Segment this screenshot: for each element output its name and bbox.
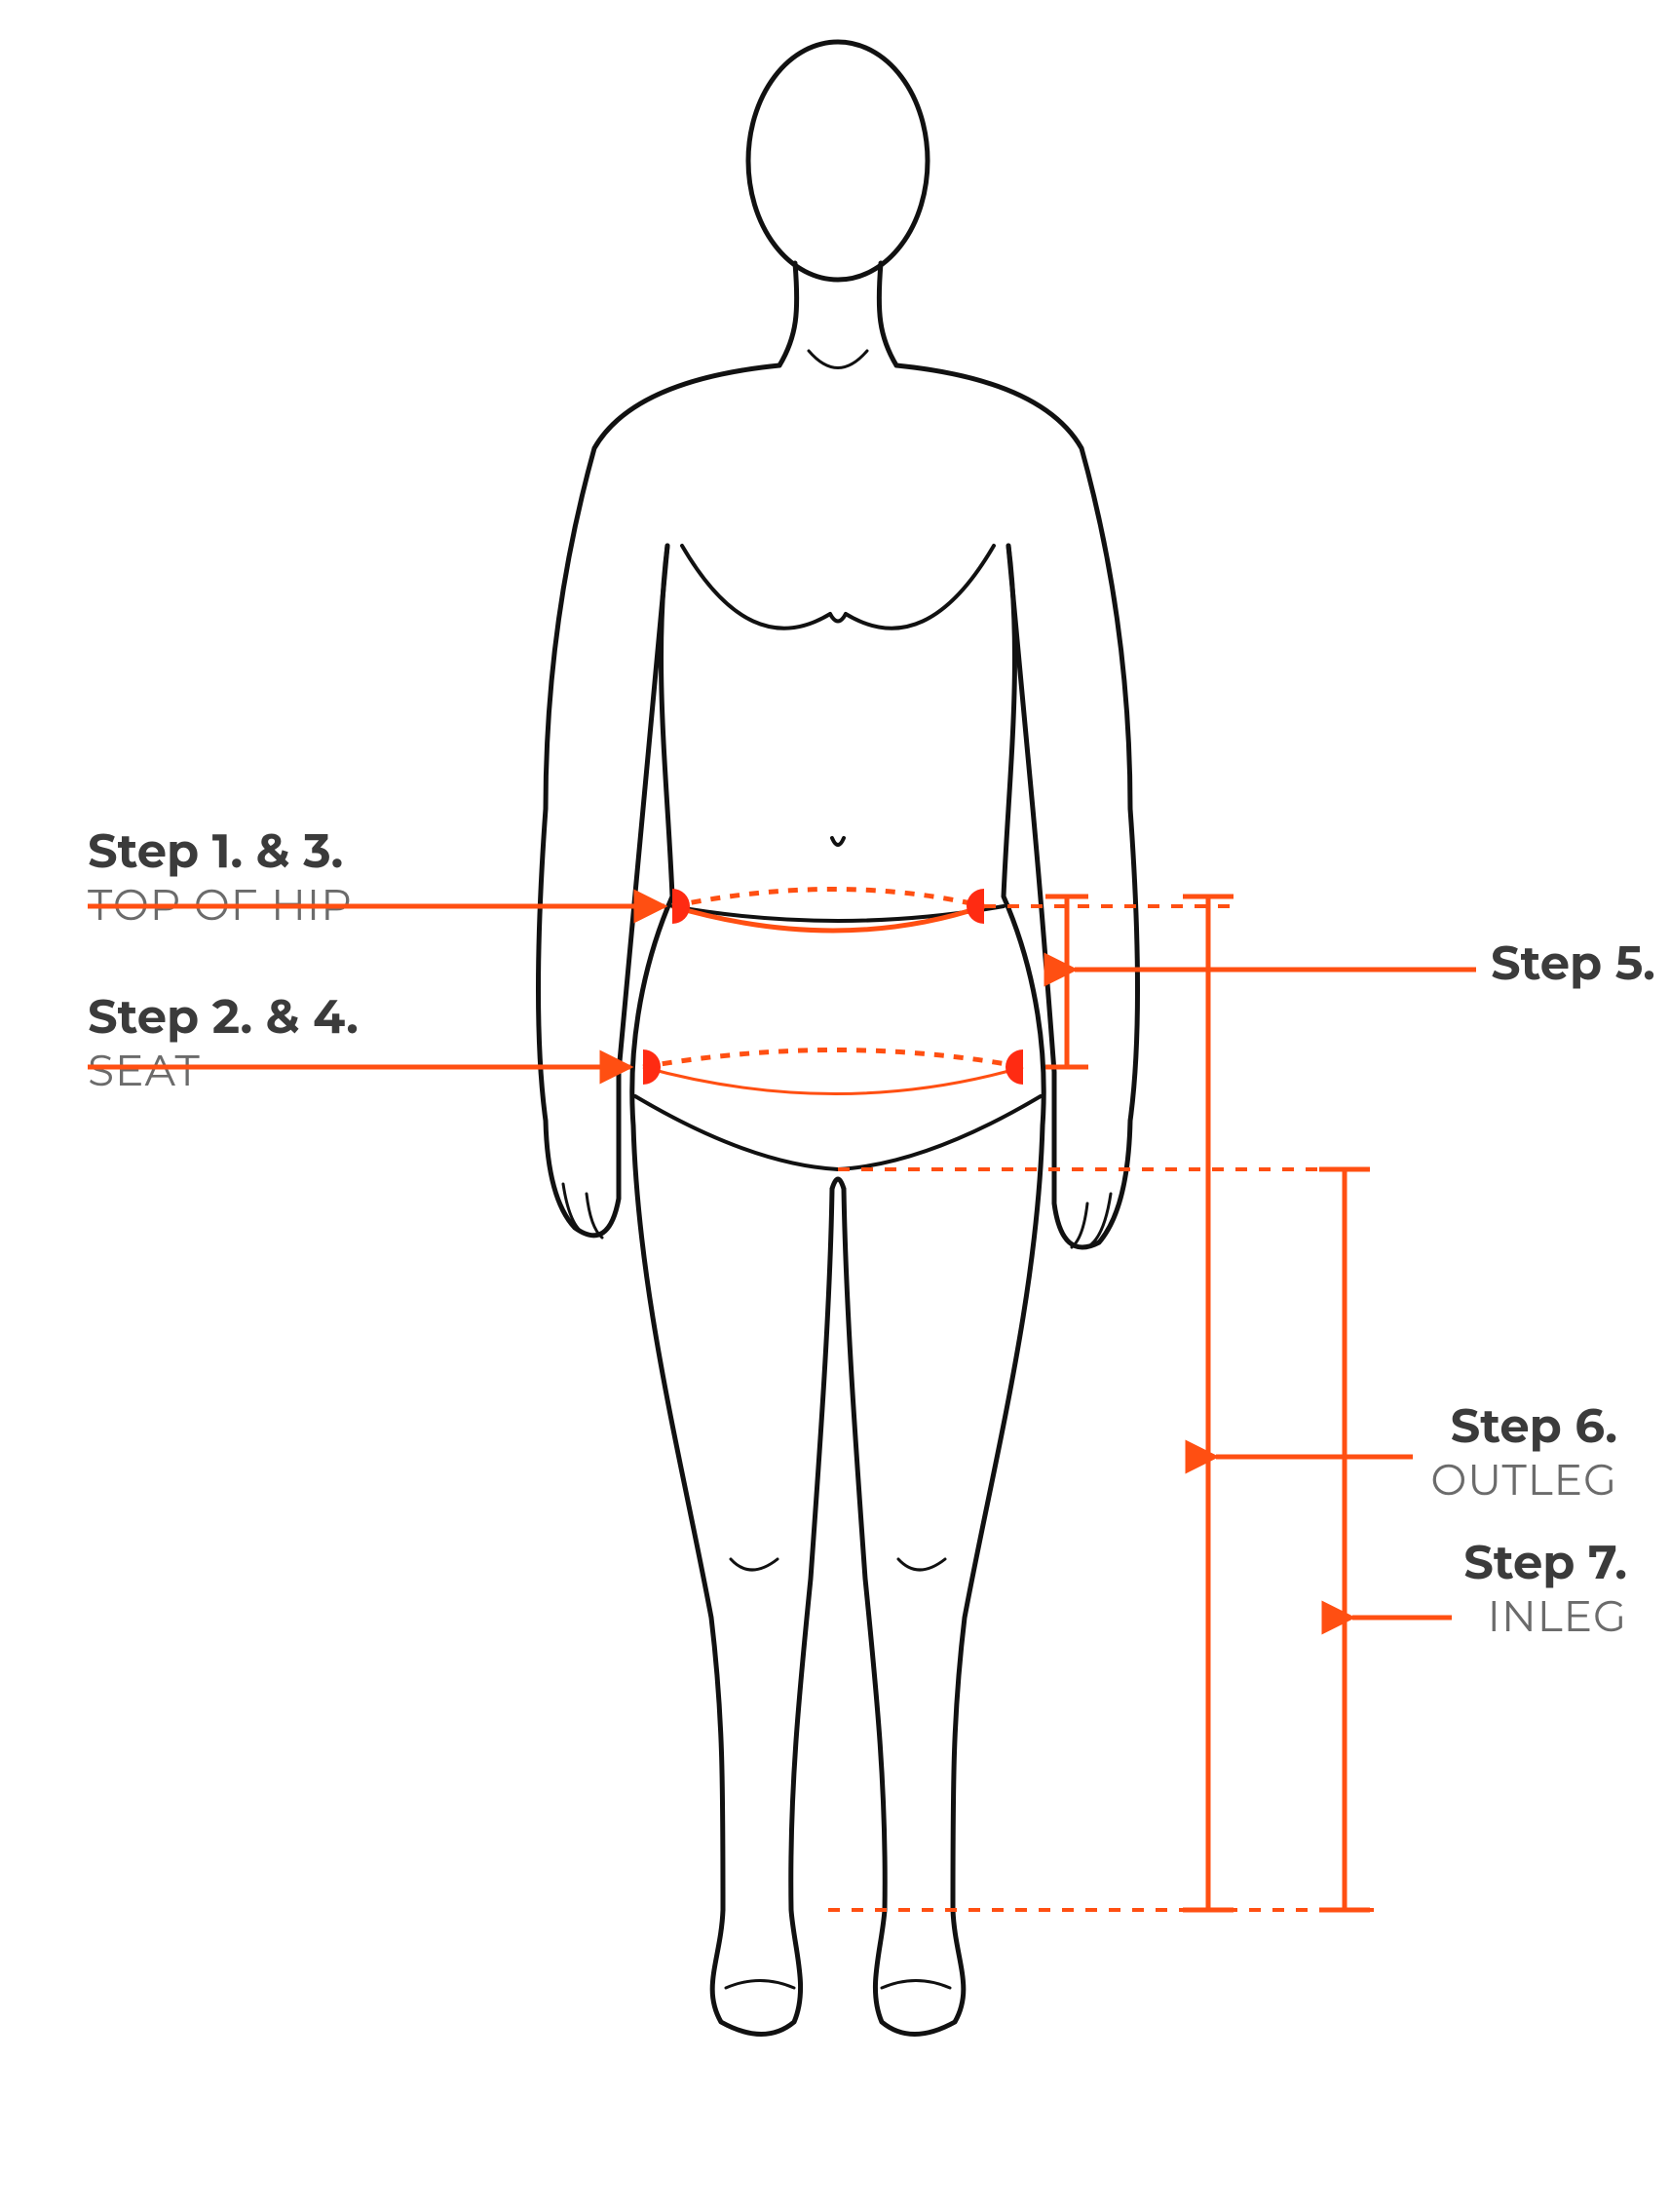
- seat-back-line: [643, 1050, 1023, 1068]
- waist-back-line: [672, 890, 984, 907]
- body-outline: [539, 42, 1138, 2035]
- step6-title: Step 6.: [1451, 1398, 1617, 1455]
- step7-title: Step 7.: [1463, 1535, 1627, 1591]
- step1_3-title: Step 1. & 3.: [88, 823, 343, 880]
- measure-marker-icon: [672, 889, 690, 924]
- step7-sub: INLEG: [1488, 1590, 1627, 1643]
- seat-front-line: [643, 1067, 1023, 1094]
- measure-marker-icon: [1006, 1049, 1023, 1085]
- measure-marker-icon: [643, 1049, 661, 1085]
- measure-marker-icon: [967, 889, 984, 924]
- step2_4-title: Step 2. & 4.: [88, 989, 359, 1046]
- waist-front-line: [672, 906, 984, 931]
- step6-sub: OUTLEG: [1430, 1454, 1617, 1506]
- measurement-labels: Step 1. & 3.TOP OF HIPStep 2. & 4.SEATSt…: [88, 823, 1655, 1643]
- step2_4-sub: SEAT: [88, 1045, 201, 1097]
- step5-title: Step 5.: [1491, 935, 1655, 992]
